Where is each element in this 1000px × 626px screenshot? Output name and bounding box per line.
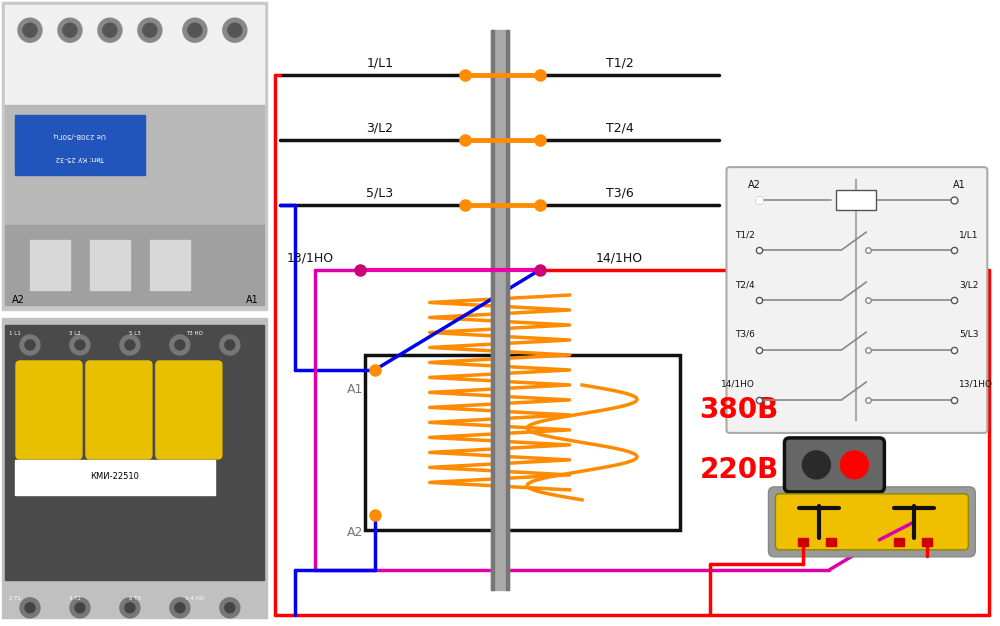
- Circle shape: [220, 598, 240, 618]
- Circle shape: [103, 23, 117, 37]
- Text: 1/L1: 1/L1: [366, 57, 393, 69]
- Circle shape: [58, 18, 82, 42]
- Circle shape: [225, 603, 235, 613]
- Circle shape: [18, 18, 42, 42]
- Text: A1: A1: [347, 384, 363, 396]
- Bar: [894, 538, 904, 546]
- Text: 5/L3: 5/L3: [366, 187, 393, 200]
- Circle shape: [802, 451, 830, 479]
- Text: 13/1HO: 13/1HO: [959, 380, 993, 389]
- Bar: [30, 240, 70, 290]
- Text: 1-4 HO: 1-4 HO: [185, 596, 204, 601]
- Text: T3/6: T3/6: [735, 330, 754, 339]
- FancyBboxPatch shape: [156, 361, 222, 459]
- FancyBboxPatch shape: [86, 361, 152, 459]
- Bar: [2, 3, 267, 310]
- Text: 1/L1: 1/L1: [959, 230, 979, 239]
- Circle shape: [125, 603, 135, 613]
- Circle shape: [25, 603, 35, 613]
- Text: КМИ-22510: КМИ-22510: [90, 473, 139, 481]
- FancyBboxPatch shape: [775, 494, 968, 550]
- Text: 6 T3: 6 T3: [129, 596, 141, 601]
- Text: 380B: 380B: [700, 396, 779, 424]
- Circle shape: [183, 18, 207, 42]
- Text: T3/6: T3/6: [606, 187, 633, 200]
- Circle shape: [223, 18, 247, 42]
- Text: A1: A1: [953, 180, 966, 190]
- Text: 14/1HO: 14/1HO: [721, 380, 754, 389]
- Circle shape: [143, 23, 157, 37]
- Bar: [922, 538, 932, 546]
- Circle shape: [175, 603, 185, 613]
- Circle shape: [125, 340, 135, 350]
- Text: 2 T1: 2 T1: [9, 596, 21, 601]
- Bar: [506, 30, 509, 590]
- Circle shape: [120, 335, 140, 355]
- Bar: [150, 240, 190, 290]
- Text: 3/L2: 3/L2: [959, 280, 979, 289]
- Circle shape: [70, 598, 90, 618]
- FancyBboxPatch shape: [726, 167, 987, 433]
- Bar: [90, 240, 130, 290]
- Text: 4 T2: 4 T2: [69, 596, 81, 601]
- Bar: [836, 190, 876, 210]
- FancyBboxPatch shape: [784, 438, 884, 492]
- Text: A2: A2: [748, 180, 761, 190]
- Bar: [5, 105, 264, 225]
- Circle shape: [138, 18, 162, 42]
- Circle shape: [25, 340, 35, 350]
- Text: 1 L1: 1 L1: [9, 331, 21, 336]
- Bar: [491, 30, 509, 590]
- Circle shape: [228, 23, 242, 37]
- Circle shape: [120, 598, 140, 618]
- Text: 14/1HO: 14/1HO: [596, 252, 643, 265]
- Circle shape: [75, 603, 85, 613]
- Bar: [2, 318, 267, 618]
- Text: 3 L2: 3 L2: [69, 331, 81, 336]
- Text: T3 HO: T3 HO: [186, 331, 203, 336]
- Circle shape: [175, 340, 185, 350]
- Bar: [491, 30, 494, 590]
- FancyBboxPatch shape: [768, 487, 975, 557]
- Bar: [15, 115, 145, 175]
- Bar: [5, 225, 264, 305]
- Circle shape: [23, 23, 37, 37]
- Circle shape: [63, 23, 77, 37]
- Text: Тип: КУ 25-32: Тип: КУ 25-32: [55, 155, 105, 161]
- Bar: [5, 5, 264, 105]
- Circle shape: [98, 18, 122, 42]
- FancyBboxPatch shape: [16, 361, 82, 459]
- Text: 220B: 220B: [700, 456, 779, 484]
- Text: T1/2: T1/2: [735, 230, 754, 239]
- Text: A2: A2: [347, 526, 363, 540]
- Circle shape: [70, 335, 90, 355]
- Text: T2/4: T2/4: [606, 121, 633, 135]
- Text: 5/L3: 5/L3: [959, 330, 979, 339]
- Circle shape: [75, 340, 85, 350]
- Bar: [15, 460, 215, 495]
- Text: A1: A1: [245, 295, 258, 305]
- Text: 13/1HO: 13/1HO: [286, 252, 333, 265]
- Circle shape: [170, 335, 190, 355]
- Circle shape: [225, 340, 235, 350]
- Circle shape: [188, 23, 202, 37]
- Text: T2/4: T2/4: [735, 280, 754, 289]
- Bar: [365, 355, 680, 530]
- Text: 3/L2: 3/L2: [366, 121, 393, 135]
- Circle shape: [220, 335, 240, 355]
- Bar: [798, 538, 808, 546]
- Bar: [826, 538, 836, 546]
- Text: T1/2: T1/2: [606, 57, 633, 69]
- Bar: [5, 325, 264, 580]
- Circle shape: [170, 598, 190, 618]
- Text: A2: A2: [12, 295, 24, 305]
- Text: Ue 230B-/50Гц: Ue 230B-/50Гц: [54, 132, 106, 138]
- Circle shape: [840, 451, 868, 479]
- Circle shape: [20, 598, 40, 618]
- Text: 5 L3: 5 L3: [129, 331, 141, 336]
- Circle shape: [20, 335, 40, 355]
